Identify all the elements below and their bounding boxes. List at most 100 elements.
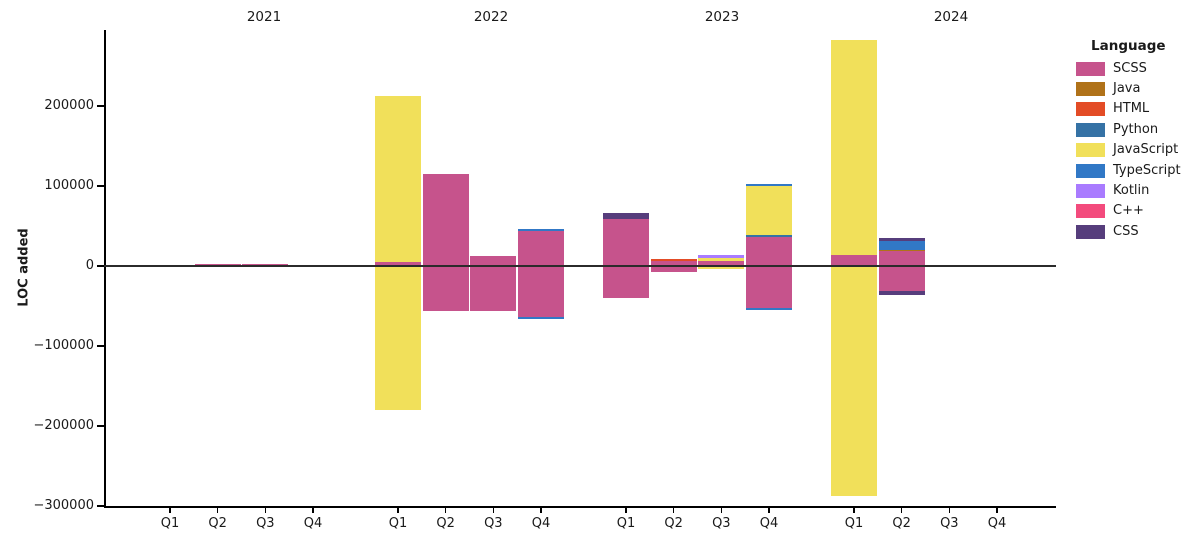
x-tick-label: Q1 [616,516,636,531]
bar-segment-scss [878,251,925,266]
legend-label: C++ [1113,203,1144,219]
x-tick-mark [397,507,399,513]
bar-segment-javascript [698,258,745,262]
bar-segment-javascript [375,96,421,263]
legend-swatch-kotlin [1076,183,1105,198]
bar-segment-html [650,259,697,261]
x-tick-mark [625,507,627,513]
bar-segment-typescript [746,183,792,186]
y-tick-label: 200000 [44,98,94,113]
bar-segment-scss [603,266,649,298]
legend-swatch-css [1076,224,1105,239]
bar-segment-css [878,238,925,241]
x-tick-mark [768,507,770,513]
bar-segment-python [746,235,792,238]
x-tick-mark [853,507,855,513]
y-tick-label: −300000 [33,498,94,513]
x-tick-label: Q1 [844,516,864,531]
bar-segment-scss [242,264,289,266]
x-axis-spine [104,506,1056,508]
bar-segment-scss [746,237,792,266]
y-tick-label: −100000 [33,338,94,353]
legend-swatch-typescript [1076,163,1105,178]
x-tick-label: Q1 [160,516,180,531]
x-tick-label: Q3 [484,516,503,531]
x-tick-label: Q2 [436,516,455,531]
y-tick-mark [97,185,104,187]
y-tick-mark [97,425,104,427]
x-tick-label: Q2 [664,516,683,531]
bar-segment-scss [603,219,649,266]
bar-segment-scss [698,261,745,266]
x-tick-mark [492,507,494,513]
legend-swatch-scss [1076,61,1105,76]
x-tick-mark [948,507,950,513]
y-tick-label: 100000 [44,178,94,193]
x-tick-mark [445,507,447,513]
legend-label: HTML [1113,101,1150,117]
bar-segment-typescript [878,241,925,250]
y-tick-label: 0 [85,258,94,273]
legend-label: Kotlin [1113,182,1150,198]
x-tick-label: Q1 [388,516,408,531]
x-tick-mark [720,507,722,513]
bar-segment-java [878,250,925,252]
legend-label: CSS [1113,223,1139,239]
bar-segment-scss [470,266,517,311]
bar-segment-scss [518,231,564,266]
legend-swatch-python [1076,122,1105,137]
year-group-label: 2023 [704,9,740,25]
bar-segment-scss [878,266,925,291]
legend-label: SCSS [1113,60,1147,76]
year-group-label: 2024 [933,9,969,25]
legend-swatch-cpp [1076,204,1105,219]
year-group-label: 2021 [246,9,282,25]
legend-swatch-javascript [1076,143,1105,158]
x-tick-mark [264,507,266,513]
x-tick-label: Q4 [303,516,323,531]
x-tick-mark [312,507,314,513]
legend-label: JavaScript [1113,142,1179,158]
x-tick-mark [901,507,903,513]
x-tick-label: Q4 [531,516,551,531]
x-tick-mark [217,507,219,513]
legend-swatch-java [1076,81,1105,96]
zero-baseline [104,265,1056,267]
year-group-label: 2022 [473,9,509,25]
bar-segment-kotlin [698,254,745,259]
bar-segment-scss [470,255,517,266]
x-tick-label: Q3 [256,516,275,531]
bar-segment-scss [518,266,564,317]
bar-segment-scss [746,266,792,308]
bar-segment-javascript [375,266,421,410]
bar-segment-css [603,213,649,219]
bar-segment-scss [422,266,469,311]
bar-segment-javascript [831,40,877,255]
bar-segment-typescript [746,307,792,310]
y-axis-spine [104,30,106,507]
bar-segment-scss [831,255,877,266]
bar-segment-scss [650,266,697,272]
bar-segment-javascript [746,185,792,235]
bar-segment-scss [422,174,469,266]
legend-label: TypeScript [1113,162,1181,178]
x-tick-label: Q2 [892,516,911,531]
bar-segment-javascript [831,266,877,496]
y-tick-mark [97,505,104,507]
y-tick-mark [97,345,104,347]
x-tick-mark [673,507,675,513]
x-tick-mark [169,507,171,513]
legend-label: Java [1113,80,1141,96]
y-tick-mark [97,265,104,267]
legend-title: Language [1091,38,1166,54]
x-tick-label: Q3 [940,516,959,531]
bar-segment-css [878,291,925,296]
bar-segment-scss [375,262,421,266]
y-tick-mark [97,105,104,107]
x-tick-label: Q3 [712,516,731,531]
bar-segment-scss [650,261,697,266]
x-tick-label: Q4 [759,516,779,531]
bar-segment-javascript [698,266,745,269]
bar-segment-scss [194,264,241,266]
